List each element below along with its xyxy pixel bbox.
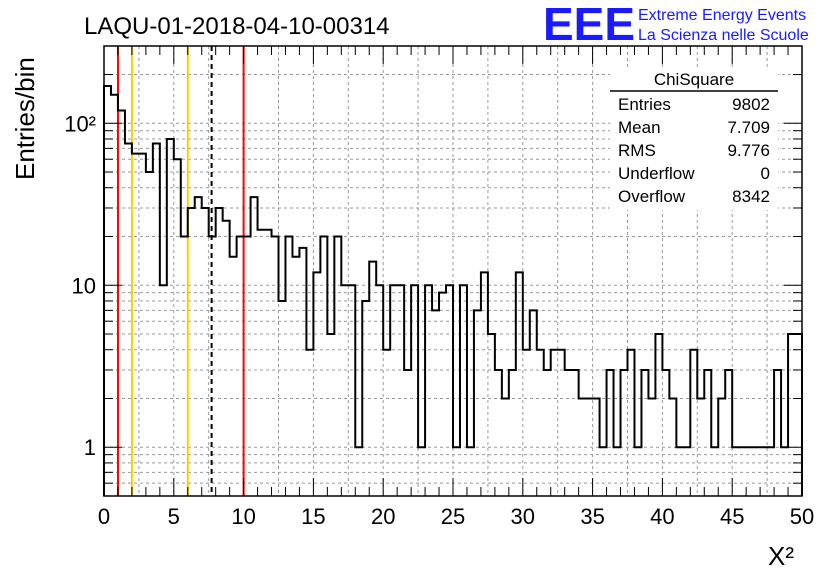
chart-title: LAQU-01-2018-04-10-00314 xyxy=(84,13,390,40)
stats-value: 9802 xyxy=(732,95,770,114)
x-tick-label: 30 xyxy=(511,504,535,529)
x-tick-label: 0 xyxy=(98,504,110,529)
stats-box-background xyxy=(610,70,778,210)
reference-lines xyxy=(116,46,245,496)
logo-mark: EEE xyxy=(543,0,635,50)
stats-title: ChiSquare xyxy=(654,70,734,89)
stats-label: Underflow xyxy=(618,164,695,183)
logo-line-2: La Scienza nelle Scuole xyxy=(638,27,809,44)
x-axis-label: X² xyxy=(768,541,794,571)
y-tick-label: 10 xyxy=(72,273,96,298)
y-tick-labels: 1 10 10² xyxy=(64,111,96,460)
stats-value: 8342 xyxy=(732,187,770,206)
x-tick-label: 5 xyxy=(168,504,180,529)
axis-ticks xyxy=(103,46,803,496)
x-tick-label: 35 xyxy=(580,504,604,529)
x-tick-labels: 0 5 10 15 20 25 30 35 40 45 50 xyxy=(98,504,814,529)
logo-line-1: Extreme Energy Events xyxy=(638,7,806,24)
stats-value: 7.709 xyxy=(727,118,770,137)
x-tick-label: 20 xyxy=(371,504,395,529)
x-tick-label: 45 xyxy=(720,504,744,529)
stats-value: 0 xyxy=(761,164,770,183)
stats-label: Mean xyxy=(618,118,661,137)
x-tick-label: 15 xyxy=(301,504,325,529)
stats-box: ChiSquare Entries 9802 Mean 7.709 RMS 9.776 Un… xyxy=(610,70,778,210)
y-tick-label: 10² xyxy=(64,111,96,136)
stats-label: Entries xyxy=(618,95,671,114)
stats-rows: Entries 9802 Mean 7.709 RMS 9.776 Underflow 0 Ov… xyxy=(618,95,770,206)
y-tick-label: 1 xyxy=(84,435,96,460)
x-tick-label: 50 xyxy=(790,504,814,529)
stats-label: RMS xyxy=(618,141,656,160)
x-tick-label: 10 xyxy=(231,504,255,529)
x-tick-label: 40 xyxy=(650,504,674,529)
stats-value: 9.776 xyxy=(727,141,770,160)
y-axis-label: Entries/bin xyxy=(10,57,40,180)
stats-label: Overflow xyxy=(618,187,686,206)
x-tick-label: 25 xyxy=(441,504,465,529)
eee-logo: EEE Extreme Energy Events La Scienza nel… xyxy=(543,0,809,50)
histogram-outline xyxy=(103,84,803,496)
